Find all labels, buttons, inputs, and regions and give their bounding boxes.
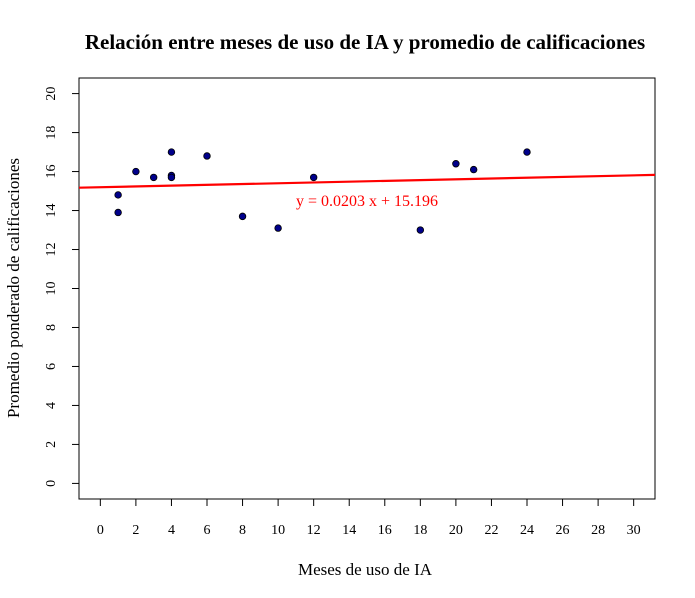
x-tick-label: 16	[378, 523, 392, 538]
trendline-equation: y = 0.0203 x + 15.196	[296, 193, 438, 210]
x-tick-label: 10	[271, 523, 285, 538]
y-axis-label: Promedio ponderado de calificaciones	[4, 158, 23, 418]
data-point	[469, 165, 478, 174]
y-tick-label: 6	[44, 363, 59, 370]
y-tick-label: 12	[44, 243, 59, 257]
y-tick-label: 14	[44, 204, 59, 218]
chart-title: Relación entre meses de uso de IA y prom…	[85, 30, 645, 54]
x-axis-label: Meses de uso de IA	[298, 560, 433, 579]
y-tick-label: 16	[44, 165, 59, 179]
data-point	[274, 224, 282, 232]
y-tick-label: 2	[44, 441, 59, 448]
x-tick-label: 4	[168, 523, 175, 538]
y-tick-label: 8	[44, 324, 59, 331]
data-point	[452, 160, 460, 168]
data-point	[114, 208, 122, 217]
data-point	[523, 148, 531, 156]
x-tick-label: 18	[413, 523, 427, 538]
y-tick-label: 0	[44, 480, 59, 487]
data-point	[114, 191, 122, 199]
y-tick-label: 4	[44, 402, 59, 409]
data-point	[416, 226, 425, 234]
y-axis: 0 2 4 6 8 10 12 14 16 18 20	[44, 87, 80, 487]
x-tick-label: 22	[484, 523, 498, 538]
data-point	[167, 148, 176, 156]
data-point	[149, 173, 158, 182]
x-tick-label: 8	[239, 523, 246, 538]
y-tick-label: 10	[44, 282, 59, 296]
x-tick-label: 14	[342, 523, 356, 538]
x-tick-label: 24	[520, 523, 534, 538]
x-tick-label: 6	[204, 523, 211, 538]
x-tick-label: 20	[449, 523, 463, 538]
trendline	[78, 173, 656, 189]
data-point	[238, 212, 247, 221]
data-point	[309, 173, 318, 182]
x-tick-label: 2	[132, 523, 139, 538]
data-point	[167, 173, 176, 182]
data-point	[203, 152, 211, 160]
plot-frame	[78, 77, 656, 500]
x-axis: 0 2 4 6 8 10 12 14 16 18 20 22 24 26 28 30	[97, 498, 641, 538]
x-tick-label: 30	[627, 523, 641, 538]
y-tick-label: 20	[44, 87, 59, 101]
data-point	[132, 167, 140, 176]
x-tick-label: 0	[97, 523, 104, 538]
data-points	[114, 148, 531, 234]
x-tick-label: 28	[591, 523, 605, 538]
x-tick-label: 26	[556, 523, 570, 538]
y-tick-label: 18	[44, 126, 59, 140]
trendline-group	[78, 173, 656, 189]
x-tick-label: 12	[307, 523, 321, 538]
